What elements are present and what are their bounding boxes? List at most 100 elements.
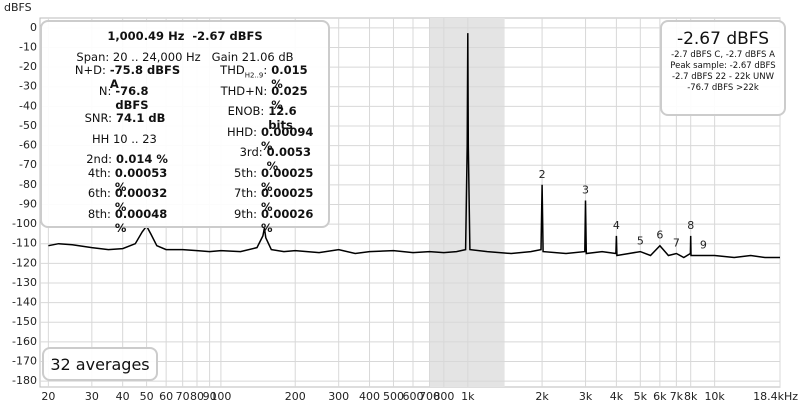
label: THD+N: (185, 84, 271, 112)
label-text: 3rd: (239, 145, 263, 160)
y-tick-label: -130 (12, 276, 37, 289)
y-tick-label: -30 (19, 80, 37, 93)
y-tick-label: -20 (19, 60, 37, 73)
cell: 6th: 0.00032 % (48, 186, 182, 214)
label-text: HHD: (227, 124, 258, 139)
harmonic-label: 5 (637, 235, 644, 248)
averages: 32 averages (42, 347, 158, 381)
label-text: 2nd: (86, 152, 112, 167)
row: 1,000.49 Hz -2.67 dBFS (48, 26, 322, 47)
x-tick-label: 40 (116, 390, 130, 403)
x-tick-label: 4k (610, 390, 624, 403)
y-tick-label: -40 (19, 99, 37, 112)
y-tick-label: -90 (19, 197, 37, 210)
row: 4th: 0.00053 % 5th: 0.00025 % (48, 166, 322, 194)
value: 0.014 % (116, 152, 168, 167)
row: N+D: -75.8 dBFS A THDH2..9: 0.015 % (48, 63, 322, 91)
value: 0.00025 % (261, 186, 314, 215)
y-tick-label: -170 (12, 354, 37, 367)
y-axis-label: dBFS (4, 1, 32, 14)
cell: N+D: -75.8 dBFS A (48, 63, 185, 91)
cell: ENOB: 12.6 bits (185, 104, 322, 132)
cell: 9th: 0.00026 % (182, 207, 322, 235)
y-tick-label: -100 (12, 217, 37, 230)
label: N: (48, 84, 115, 112)
cell: 7th: 0.00025 % (182, 186, 322, 214)
row: Span: 20 .. 24,000 Hz Gain 21.06 dB (48, 47, 322, 68)
row: 8th: 0.00048 % 9th: 0.00026 % (48, 207, 322, 235)
label-text: 7th: (234, 186, 258, 201)
row: N: -76.8 dBFS THD+N: 0.025 % (48, 84, 322, 112)
label: HH 10 .. 23 (48, 132, 161, 146)
x-tick-label: 30 (85, 390, 99, 403)
row: 2nd: 0.014 % 3rd: 0.0053 % (48, 145, 322, 173)
row: HH 10 .. 23 HHD: 0.00094 % (48, 125, 322, 153)
x-tick-label: 3k (579, 390, 593, 403)
label: HHD: (182, 125, 261, 153)
value: 0.00025 % (261, 165, 314, 194)
y-tick-label: -120 (12, 256, 37, 269)
x-tick-label: 600 (403, 390, 424, 403)
x-tick-label: 60 (159, 390, 173, 403)
harmonic-label: 6 (656, 229, 663, 242)
level-line: -2.7 dBFS 22 - 22k UNW (671, 72, 775, 82)
cell: THD+N: 0.025 % (185, 84, 322, 112)
x-tick-label: 10k (704, 390, 725, 403)
value: 0.025 % (271, 83, 308, 112)
label-text: ENOB: (227, 104, 265, 119)
x-tick-label: 80 (190, 390, 204, 403)
x-tick-label: 300 (328, 390, 349, 403)
label-text: HH 10 .. 23 (92, 131, 157, 146)
cell: HHD: 0.00094 % (182, 125, 322, 153)
cell: 8th: 0.00048 % (48, 207, 182, 235)
x-tick-label: 20 (41, 390, 55, 403)
value: 0.0053 % (266, 145, 312, 174)
x-tick-label: 400 (359, 390, 380, 403)
heading: 1,000.49 Hz -2.67 dBFS (107, 29, 263, 44)
harmonic-label: 7 (673, 237, 680, 250)
y-tick-label: -70 (19, 158, 37, 171)
measurement-panel: 1,000.49 Hz -2.67 dBFS Span: 20 .. 24,00… (40, 20, 330, 235)
label-text: N: (98, 83, 112, 98)
x-tick-label: 18.4kHz (753, 390, 798, 403)
label: 6th: (48, 186, 115, 214)
x-tick-label: 5k (634, 390, 648, 403)
cell: THDH2..9: 0.015 % (185, 63, 322, 91)
label-text: 5th: (234, 165, 258, 180)
label-text: THD (220, 63, 245, 78)
value: -75.8 dBFS A (109, 63, 181, 92)
level-line: -2.7 dBFS C, -2.7 dBFS A (671, 50, 775, 60)
label: 8th: (48, 207, 115, 235)
x-tick-label: 90 (203, 390, 217, 403)
label: SNR: (48, 111, 116, 125)
cell: SNR: 74.1 dB (48, 111, 185, 125)
x-tick-label: 800 (433, 390, 454, 403)
y-tick-label: -160 (12, 335, 37, 348)
level-line: -76.7 dBFS >22k (687, 83, 759, 93)
row: 6th: 0.00032 % 7th: 0.00025 % (48, 186, 322, 214)
x-tick-label: 70 (176, 390, 190, 403)
harmonic-label: 8 (687, 219, 694, 232)
value: 12.6 bits (268, 104, 297, 133)
label: 9th: (182, 207, 261, 235)
x-tick-label: 200 (285, 390, 306, 403)
label-text: 9th: (234, 206, 258, 221)
y-tick-label: -60 (19, 139, 37, 152)
cell: 5th: 0.00025 % (182, 166, 322, 194)
value: 0.00032 % (114, 186, 168, 215)
label-text: 8th: (87, 206, 111, 221)
y-tick-label: -110 (12, 237, 37, 250)
label-text: 6th: (87, 186, 111, 201)
span: Span: 20 .. 24,000 Hz Gain 21.06 dB (76, 49, 294, 64)
value: 0.015 % (271, 63, 308, 92)
cell: 4th: 0.00053 % (48, 166, 182, 194)
x-tick-label: 2k (535, 390, 549, 403)
value: 0.00048 % (114, 206, 168, 235)
y-tick-label: -80 (19, 178, 37, 191)
x-tick-label: 7k (670, 390, 684, 403)
label-sub: H2..9 (244, 71, 264, 80)
label: 5th: (182, 166, 261, 194)
label: THDH2..9: (220, 63, 268, 80)
y-tick-label: -150 (12, 315, 37, 328)
x-tick-label: 700 (419, 390, 440, 403)
